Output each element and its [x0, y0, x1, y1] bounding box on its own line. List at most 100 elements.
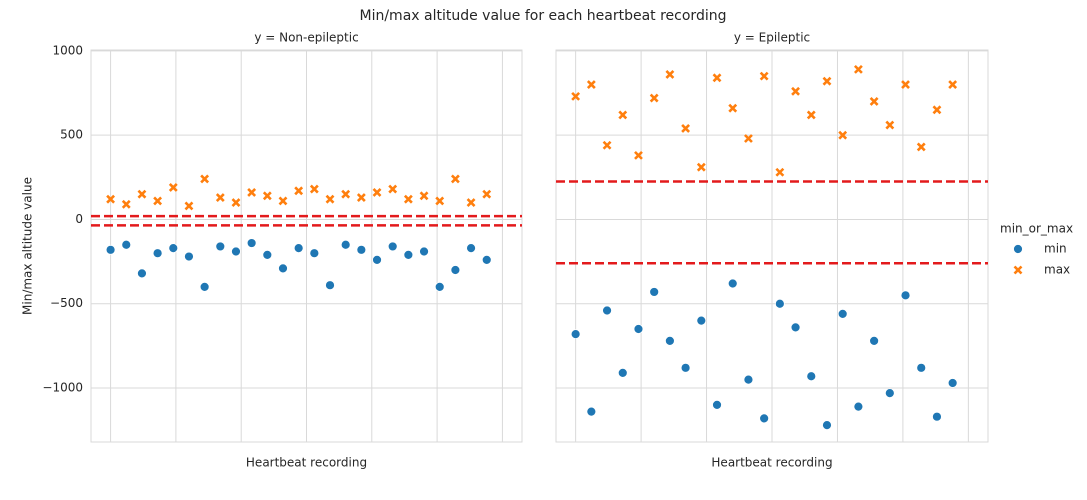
point	[602, 305, 612, 316]
point	[633, 324, 644, 334]
point	[106, 194, 116, 204]
point	[617, 367, 628, 378]
point	[199, 281, 210, 292]
y-tick-label: 0	[75, 212, 83, 226]
point	[231, 198, 241, 208]
point	[153, 196, 163, 206]
point	[152, 248, 163, 259]
point	[947, 378, 958, 388]
point	[137, 268, 147, 279]
point	[884, 388, 895, 399]
point	[450, 265, 461, 275]
point	[696, 162, 706, 172]
panel-title: y = Epileptic	[734, 31, 810, 45]
x-axis-label: Heartbeat recording	[711, 456, 832, 470]
point	[372, 188, 382, 197]
point	[869, 335, 880, 346]
point	[121, 199, 131, 209]
point	[916, 142, 926, 152]
point	[294, 186, 304, 196]
point	[278, 263, 288, 274]
point	[325, 194, 335, 204]
point	[137, 189, 147, 199]
point	[200, 174, 210, 184]
point	[822, 76, 832, 86]
point	[618, 110, 628, 120]
point	[759, 413, 770, 424]
point	[168, 243, 179, 254]
point	[791, 86, 800, 96]
point	[231, 246, 241, 257]
point	[948, 80, 958, 89]
point	[481, 255, 492, 265]
point	[586, 80, 596, 89]
point	[774, 298, 785, 309]
point	[293, 243, 304, 254]
point	[681, 123, 691, 133]
point	[838, 130, 848, 140]
point	[309, 248, 320, 259]
point	[403, 194, 413, 204]
point	[664, 335, 675, 346]
point	[665, 70, 675, 79]
point	[341, 189, 351, 199]
point	[901, 80, 910, 89]
point	[586, 406, 597, 417]
point	[916, 362, 927, 373]
point	[869, 97, 879, 106]
plot-frame	[555, 49, 989, 443]
point	[743, 374, 754, 385]
legend-marker	[1013, 265, 1023, 275]
point	[247, 188, 257, 197]
point	[388, 184, 398, 194]
point	[262, 249, 273, 260]
legend-marker	[1013, 244, 1023, 254]
point	[121, 239, 132, 250]
chart-title: Min/max altitude value for each heartbea…	[360, 8, 727, 24]
point	[885, 120, 895, 130]
point	[466, 198, 476, 208]
point	[184, 201, 194, 211]
point	[728, 103, 738, 113]
point	[602, 140, 612, 150]
plot-frame	[90, 49, 523, 443]
point	[184, 251, 194, 262]
point	[712, 400, 722, 410]
point	[215, 241, 226, 252]
point	[775, 167, 785, 177]
point	[105, 244, 116, 255]
point	[278, 196, 288, 206]
point	[419, 191, 429, 201]
y-tick-label: −1000	[42, 381, 83, 395]
point	[822, 420, 832, 431]
panel-title: y = Non-epileptic	[254, 31, 358, 45]
point	[262, 191, 272, 201]
y-axis-label: Min/max altitude value	[21, 177, 35, 315]
point	[403, 249, 414, 260]
point	[932, 105, 942, 115]
point	[356, 193, 366, 202]
point	[900, 290, 911, 301]
point	[712, 73, 722, 83]
point	[325, 280, 335, 291]
point	[680, 362, 691, 373]
legend-label: min	[1044, 242, 1067, 256]
point	[450, 174, 460, 184]
point	[215, 193, 225, 202]
point	[806, 371, 817, 382]
point	[727, 278, 738, 289]
point	[571, 91, 581, 101]
point	[837, 308, 848, 319]
point	[435, 196, 445, 206]
legend-title: min_or_max	[1000, 222, 1073, 236]
point	[419, 246, 429, 257]
point	[759, 71, 769, 81]
point	[696, 315, 707, 326]
point	[387, 241, 398, 252]
point	[168, 182, 178, 192]
point	[570, 329, 581, 339]
point	[634, 150, 643, 160]
point	[932, 411, 942, 422]
point	[246, 238, 257, 248]
